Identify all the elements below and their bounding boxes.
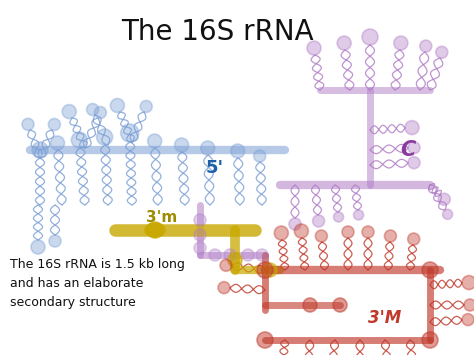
Circle shape: [121, 124, 139, 142]
Circle shape: [242, 249, 254, 261]
Circle shape: [220, 259, 232, 271]
Circle shape: [307, 41, 321, 55]
Circle shape: [97, 129, 113, 145]
Circle shape: [394, 36, 408, 50]
Circle shape: [289, 218, 301, 230]
Circle shape: [312, 215, 325, 227]
Circle shape: [201, 141, 215, 155]
Circle shape: [422, 332, 438, 348]
Circle shape: [48, 119, 60, 131]
Circle shape: [334, 212, 344, 222]
Circle shape: [303, 298, 317, 312]
Circle shape: [420, 40, 432, 52]
Text: 3'm: 3'm: [146, 211, 178, 225]
Circle shape: [257, 262, 273, 278]
Circle shape: [405, 121, 419, 135]
Circle shape: [443, 209, 453, 219]
Circle shape: [194, 214, 206, 226]
Circle shape: [294, 224, 309, 238]
Circle shape: [62, 105, 76, 119]
Text: 3'M: 3'M: [368, 309, 401, 327]
Circle shape: [333, 298, 347, 312]
Circle shape: [71, 132, 87, 148]
Circle shape: [31, 240, 45, 254]
Circle shape: [263, 263, 277, 277]
Circle shape: [436, 46, 448, 58]
Circle shape: [274, 226, 288, 240]
Text: C: C: [401, 140, 416, 160]
Circle shape: [49, 235, 61, 247]
Circle shape: [194, 242, 206, 254]
Text: The 16S rRNA: The 16S rRNA: [121, 18, 313, 46]
Circle shape: [408, 233, 419, 245]
Circle shape: [254, 150, 266, 162]
Circle shape: [362, 29, 378, 45]
Circle shape: [32, 142, 48, 158]
Circle shape: [218, 282, 230, 294]
Circle shape: [362, 226, 374, 238]
Circle shape: [87, 104, 99, 115]
Circle shape: [408, 157, 420, 169]
Circle shape: [194, 229, 206, 241]
Circle shape: [315, 230, 328, 242]
Circle shape: [22, 118, 34, 130]
Circle shape: [257, 332, 273, 348]
Circle shape: [408, 142, 420, 154]
Circle shape: [94, 106, 106, 119]
Circle shape: [354, 210, 364, 220]
Circle shape: [337, 36, 351, 50]
Text: The 16S rRNA is 1.5 kb long
and has an elaborate
secondary structure: The 16S rRNA is 1.5 kb long and has an e…: [10, 258, 185, 309]
Circle shape: [51, 136, 64, 150]
Circle shape: [209, 249, 221, 261]
Circle shape: [462, 275, 474, 290]
Circle shape: [231, 144, 245, 158]
Circle shape: [224, 249, 236, 261]
Circle shape: [174, 138, 189, 152]
Ellipse shape: [145, 223, 165, 237]
Circle shape: [256, 249, 268, 261]
Circle shape: [342, 226, 354, 238]
Text: 5': 5': [206, 159, 224, 177]
Circle shape: [422, 262, 438, 278]
Circle shape: [462, 313, 474, 326]
Circle shape: [438, 193, 450, 205]
Circle shape: [147, 134, 162, 148]
Circle shape: [464, 299, 474, 311]
Circle shape: [140, 100, 152, 113]
Circle shape: [147, 222, 163, 238]
Circle shape: [228, 253, 242, 267]
Circle shape: [110, 98, 124, 113]
Circle shape: [384, 230, 396, 242]
